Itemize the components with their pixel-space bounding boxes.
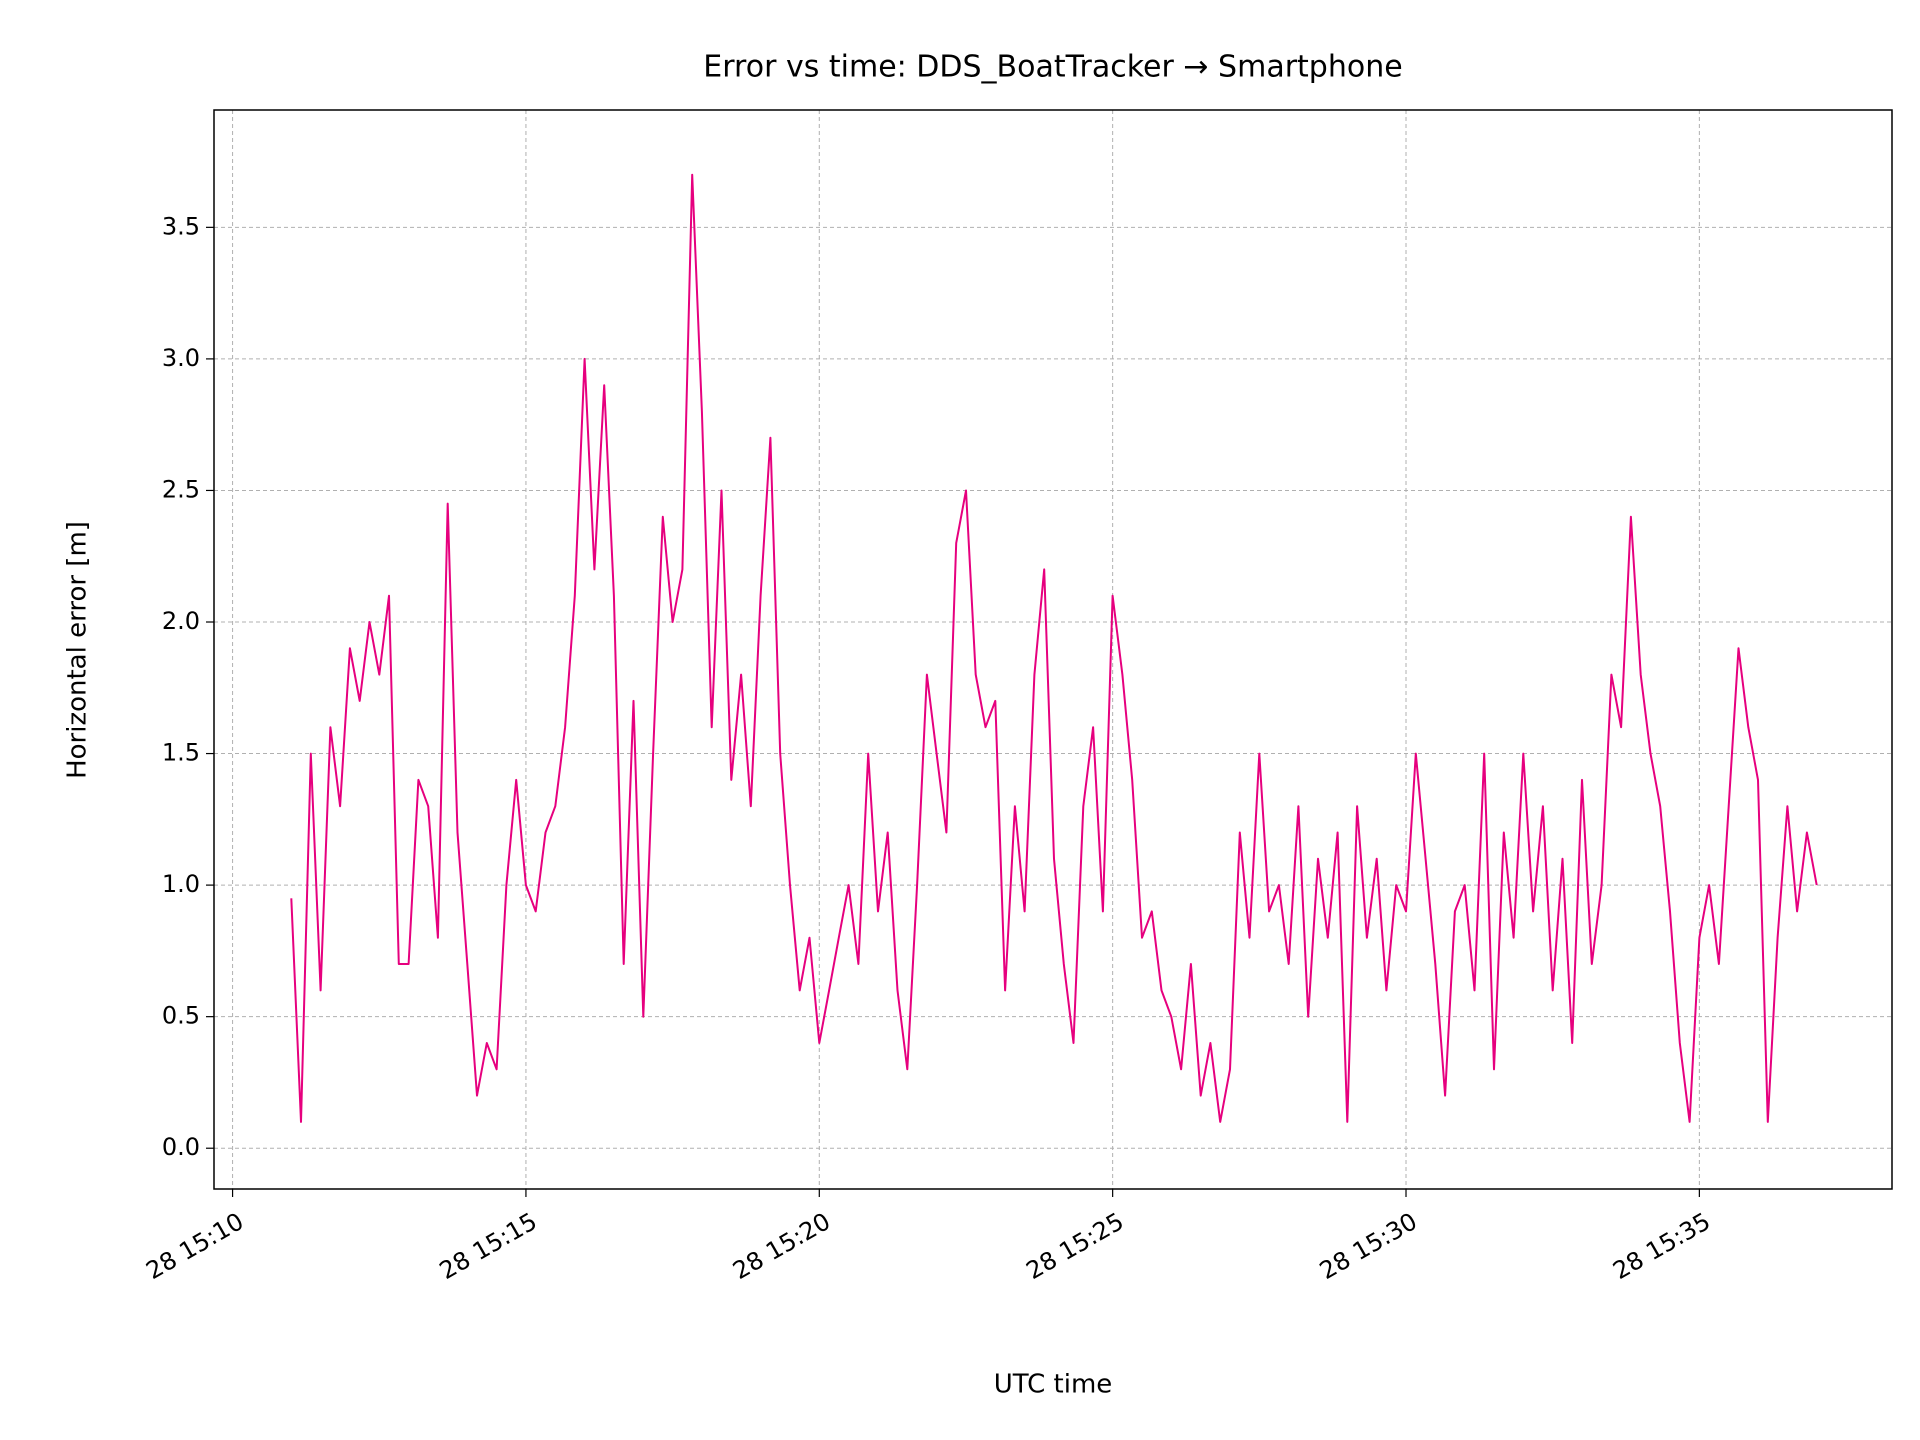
- y-tick-label: 1.0: [162, 870, 200, 898]
- x-tick-label: 28 15:10: [141, 1207, 248, 1285]
- y-tick-label: 2.5: [162, 475, 200, 503]
- x-tick-label: 28 15:15: [435, 1207, 542, 1285]
- x-tick-label: 28 15:35: [1608, 1207, 1715, 1285]
- y-tick-label: 0.5: [162, 1002, 200, 1030]
- y-axis-label: Horizontal error [m]: [63, 521, 93, 779]
- x-tick-label: 28 15:30: [1315, 1207, 1422, 1285]
- chart-title: Error vs time: DDS_BoatTracker → Smartph…: [703, 50, 1402, 85]
- y-tick-label: 1.5: [162, 739, 200, 767]
- y-tick-label: 2.0: [162, 607, 200, 635]
- x-tick-label: 28 15:20: [728, 1207, 835, 1285]
- x-axis-label: UTC time: [994, 1370, 1113, 1400]
- x-tick-label: 28 15:25: [1021, 1207, 1128, 1285]
- data-line: [290, 173, 1818, 1123]
- y-tick-label: 3.5: [162, 212, 200, 240]
- y-tick-label: 3.0: [162, 344, 200, 372]
- plot-frame: [213, 109, 1893, 1190]
- y-tick-label: 0.0: [162, 1133, 200, 1161]
